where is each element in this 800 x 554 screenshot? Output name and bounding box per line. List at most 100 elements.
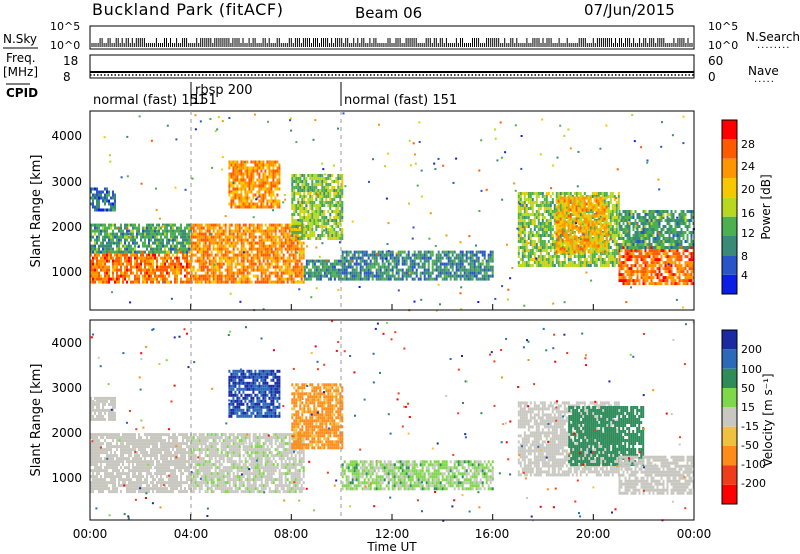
- power-cell: [238, 271, 241, 275]
- power-cell: [587, 199, 590, 203]
- power-cell: [110, 256, 112, 260]
- power-cell: [591, 250, 594, 254]
- power-cell: [270, 235, 273, 239]
- power-cell: [170, 229, 172, 233]
- power-cell: [563, 202, 566, 206]
- power-cell: [485, 259, 488, 263]
- power-cell: [545, 222, 548, 225]
- power-cell: [323, 216, 326, 219]
- power-cell: [136, 274, 138, 278]
- power-cell: [186, 253, 188, 257]
- power-cell: [325, 222, 328, 225]
- power-cell: [523, 195, 526, 198]
- power-cell: [535, 234, 538, 237]
- power-cell: [437, 271, 440, 275]
- power-cell: [272, 250, 275, 254]
- power-cell: [439, 259, 442, 263]
- power-cell: [487, 274, 490, 278]
- power-cell: [321, 222, 324, 225]
- power-cell: [292, 280, 295, 284]
- power-cell: [274, 226, 277, 230]
- power-cell: [519, 210, 522, 213]
- power-cell: [162, 241, 164, 245]
- power-cell: [94, 274, 96, 278]
- power-cell: [106, 259, 108, 263]
- power-cell: [232, 187, 235, 191]
- power-cell: [545, 252, 548, 255]
- power-cell: [260, 226, 263, 230]
- power-cell: [272, 256, 275, 260]
- power-cell: [305, 180, 308, 183]
- power-cell: [120, 274, 122, 278]
- power-cell: [559, 192, 562, 195]
- power-cell: [266, 229, 269, 233]
- power-cell: [100, 241, 102, 245]
- power-cell: [585, 220, 588, 224]
- power-cell: [262, 184, 265, 188]
- power-cell: [254, 274, 257, 278]
- power-cell: [531, 204, 534, 207]
- power-cell: [198, 268, 201, 272]
- power-cell: [266, 268, 269, 272]
- power-cell: [126, 238, 128, 242]
- power-cell: [339, 234, 342, 237]
- power-cell: [401, 277, 404, 281]
- power-cell: [214, 247, 217, 251]
- power-cell: [373, 259, 376, 263]
- power-cell: [150, 238, 152, 242]
- power-cell: [539, 201, 542, 204]
- power-cell: [120, 235, 122, 239]
- power-cell: [260, 265, 263, 269]
- power-cell: [595, 229, 598, 233]
- power-cell: [280, 238, 283, 242]
- power-cell: [240, 163, 243, 167]
- power-cell: [291, 237, 294, 240]
- power-cell: [603, 201, 606, 204]
- power-cell: [302, 253, 305, 257]
- power-cell: [463, 274, 466, 278]
- power-cell: [100, 274, 102, 278]
- power-cell: [585, 196, 588, 200]
- power-cell: [383, 271, 386, 275]
- power-cell: [517, 249, 520, 252]
- power-cell: [90, 250, 92, 254]
- power-cell: [303, 192, 306, 195]
- power-cell: [377, 271, 380, 275]
- power-cell: [108, 241, 110, 245]
- power-cell: [248, 262, 251, 266]
- power-cell: [120, 238, 122, 242]
- power-cell: [166, 253, 168, 257]
- power-cell: [609, 198, 612, 201]
- power-cell: [561, 261, 564, 264]
- power-cell: [286, 268, 289, 272]
- power-cell: [142, 226, 144, 230]
- power-cell: [315, 237, 318, 240]
- power-cell: [429, 274, 432, 278]
- power-cell: [317, 183, 320, 186]
- power-cell: [433, 268, 436, 272]
- power-cell: [313, 222, 316, 225]
- power-cell: [359, 277, 362, 281]
- power-cell: [311, 262, 314, 266]
- power-cell: [305, 219, 308, 222]
- power-cell: [142, 256, 144, 260]
- power-cell: [258, 190, 261, 194]
- power-cell: [491, 274, 494, 278]
- power-cell: [609, 195, 612, 198]
- power-cell: [128, 235, 130, 239]
- power-cell: [301, 207, 304, 210]
- power-cell: [369, 274, 372, 278]
- power-cell: [295, 207, 298, 210]
- power-cell: [96, 193, 98, 197]
- power-cell: [90, 190, 92, 194]
- power-cell: [343, 274, 346, 278]
- power-cell: [363, 268, 366, 272]
- power-cell: [148, 259, 150, 263]
- power-cell: [252, 274, 255, 278]
- power-cell: [599, 255, 602, 258]
- power-cell: [104, 238, 106, 242]
- power-cell: [583, 217, 586, 221]
- power-cell: [200, 235, 203, 239]
- power-cell: [264, 178, 267, 182]
- power-cell: [541, 231, 544, 234]
